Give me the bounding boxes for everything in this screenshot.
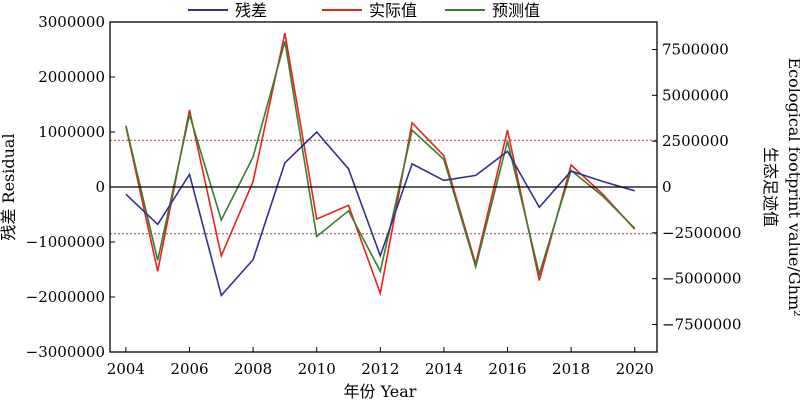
x-tick-label: 2014 [425,360,463,378]
x-tick-label: 2006 [170,360,208,378]
left-y-tick-label: 2000000 [38,68,105,86]
right-y-axis-ticks: −7500000 −5000000 −2500000 0 2500000 5000000 7… [652,41,741,334]
left-y-tick-label: −3000000 [26,343,105,361]
reference-lines [110,139,657,235]
left-y-tick-label: 1000000 [38,123,105,141]
x-tick-label: 2012 [361,360,399,378]
left-y-tick-label: 3000000 [38,13,105,31]
left-y-tick-label: 0 [95,178,105,196]
x-axis-ticks: 2004 2006 2008 2010 2012 2014 2016 2018 2020 [107,347,654,378]
legend-label-2: 实际值 [369,1,417,20]
right-y-tick-label: 0 [662,178,672,196]
x-tick-label: 2010 [298,360,336,378]
x-tick-label: 2020 [616,360,654,378]
x-axis-title: 年份 Year [344,382,417,401]
x-tick-label: 2018 [552,360,590,378]
right-y-tick-label: −7500000 [662,316,741,334]
right-y-tick-label: 5000000 [662,86,729,104]
legend: 残差 实际值 预测值 [188,1,540,20]
left-y-axis-ticks: −3000000 −2000000 −1000000 0 1000000 2000000 3… [26,13,115,361]
x-tick-label: 2004 [107,360,145,378]
series-layer [125,32,636,298]
right-y-tick-label: −5000000 [662,270,741,288]
left-y-tick-label: −2000000 [26,288,105,306]
left-y-axis-title: 残差 Residual [0,133,18,240]
right-y-tick-label: −2500000 [662,224,741,242]
legend-label-3: 预测值 [492,1,540,20]
series-line-1 [125,130,635,298]
right-y-axis-title-cn: 生态足迹值 [761,147,780,227]
right-y-axis-title-en-text: Ecological footprint value/Ghm² [785,57,800,316]
right-y-tick-label: 7500000 [662,41,729,59]
x-tick-label: 2016 [488,360,526,378]
legend-label-1: 残差 [235,1,267,20]
x-tick-label: 2008 [234,360,272,378]
right-y-tick-label: 2500000 [662,132,729,150]
left-y-tick-label: −1000000 [26,233,105,251]
series-line-3 [125,41,636,278]
right-y-axis-title-en: Ecological footprint value/Ghm² [785,57,800,316]
